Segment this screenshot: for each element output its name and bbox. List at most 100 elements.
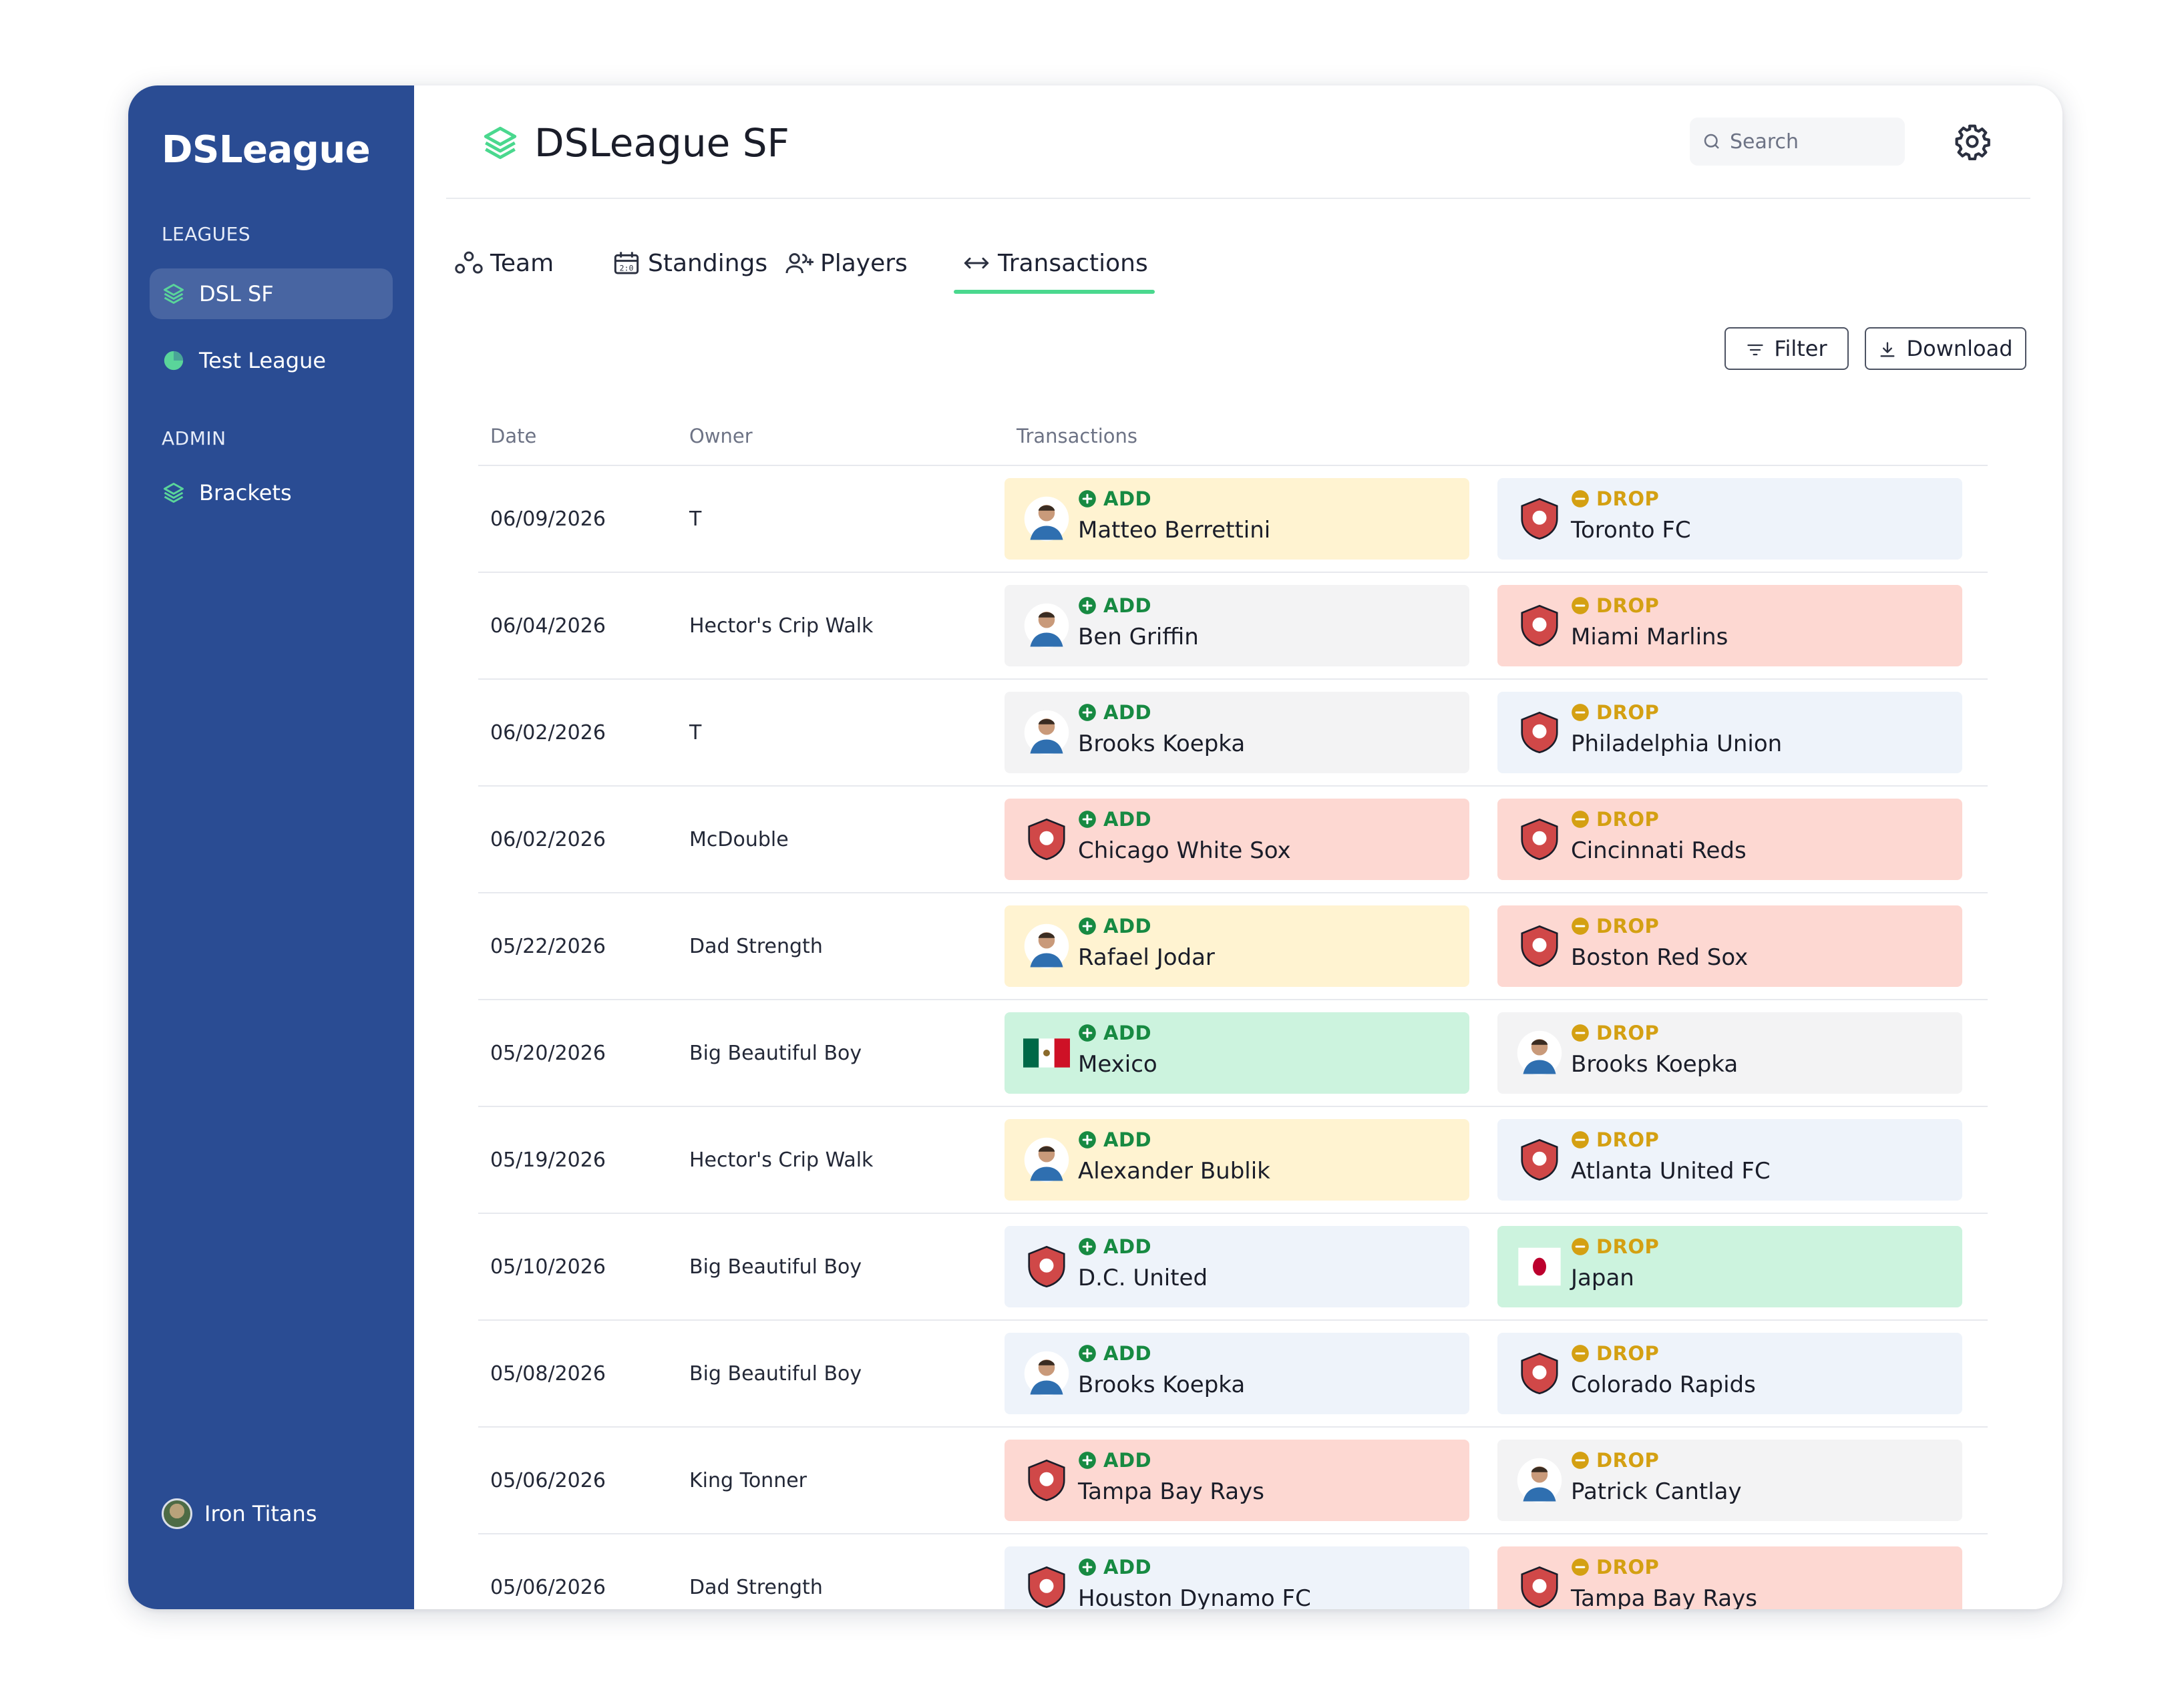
table-row[interactable]: 05/06/2026 Dad Strength ADD Houston Dyna… [478, 1533, 1988, 1609]
download-icon [1878, 339, 1897, 358]
table-row[interactable]: 05/20/2026 Big Beautiful Boy ADD Mexico … [478, 999, 1988, 1107]
minus-circle-icon [1571, 596, 1590, 615]
minus-circle-icon [1571, 1558, 1590, 1576]
table-row[interactable]: 05/06/2026 King Tonner ADD Tampa Bay Ray… [478, 1426, 1988, 1534]
transaction-type-label: DROP [1596, 1022, 1660, 1044]
table-row[interactable]: 06/09/2026 T ADD Matteo Berrettini DROP … [478, 465, 1988, 573]
layers-icon [160, 479, 187, 506]
transaction-player-name: Toronto FC [1571, 517, 1691, 544]
transaction-type-label: ADD [1103, 594, 1152, 617]
transaction-player-name: Cincinnati Reds [1571, 837, 1747, 864]
date-cell: 06/02/2026 [490, 721, 606, 745]
tab-transactions[interactable]: Transactions [954, 239, 1155, 294]
transaction-card-add[interactable]: ADD Alexander Bublik [1005, 1119, 1469, 1201]
transaction-card-drop[interactable]: DROP Toronto FC [1497, 478, 1962, 560]
table-row[interactable]: 06/02/2026 McDouble ADD Chicago White So… [478, 785, 1988, 893]
transaction-card-drop[interactable]: DROP Brooks Koepka [1497, 1012, 1962, 1094]
date-cell: 05/08/2026 [490, 1362, 606, 1386]
transaction-card-drop[interactable]: DROP Philadelphia Union [1497, 692, 1962, 773]
transaction-card-add[interactable]: ADD D.C. United [1005, 1226, 1469, 1307]
layers-icon [481, 124, 520, 162]
transaction-card-add[interactable]: ADD Brooks Koepka [1005, 692, 1469, 773]
transaction-type-label: DROP [1596, 701, 1660, 724]
minus-circle-icon [1571, 489, 1590, 508]
sidebar-item-brackets[interactable]: Brackets [150, 467, 393, 518]
transaction-player-name: Patrick Cantlay [1571, 1478, 1742, 1505]
column-header-owner[interactable]: Owner [689, 425, 753, 447]
transaction-type: ADD [1078, 915, 1151, 937]
table-row[interactable]: 05/08/2026 Big Beautiful Boy ADD Brooks … [478, 1319, 1988, 1428]
sidebar-item-test-league[interactable]: Test League [150, 335, 393, 386]
transaction-player-name: Colorado Rapids [1571, 1372, 1756, 1398]
download-button[interactable]: Download [1865, 327, 2026, 370]
transaction-type-label: ADD [1103, 1342, 1152, 1365]
tab-label: Team [490, 249, 554, 277]
transaction-type: DROP [1571, 1342, 1659, 1365]
player-avatar [1023, 709, 1070, 756]
transaction-type: DROP [1571, 808, 1659, 831]
user-menu[interactable]: Iron Titans [162, 1498, 317, 1529]
transaction-type: ADD [1078, 1022, 1151, 1044]
transaction-card-drop[interactable]: DROP Tampa Bay Rays [1497, 1546, 1962, 1609]
table-row[interactable]: 05/19/2026 Hector's Crip Walk ADD Alexan… [478, 1106, 1988, 1214]
main-content: DSLeague SF Search Team [414, 85, 2062, 1609]
transaction-player-name: D.C. United [1078, 1265, 1208, 1291]
search-placeholder: Search [1730, 130, 1799, 154]
transaction-card-drop[interactable]: DROP Atlanta United FC [1497, 1119, 1962, 1201]
team-logo [1516, 923, 1563, 970]
tab-standings[interactable]: 2:0 Standings [612, 239, 767, 287]
transaction-type: DROP [1571, 701, 1659, 724]
player-avatar [1516, 1030, 1563, 1076]
transaction-card-drop[interactable]: DROP Patrick Cantlay [1497, 1440, 1962, 1521]
table-row[interactable]: 06/04/2026 Hector's Crip Walk ADD Ben Gr… [478, 572, 1988, 680]
transaction-card-drop[interactable]: DROP Japan [1497, 1226, 1962, 1307]
transaction-card-drop[interactable]: DROP Colorado Rapids [1497, 1333, 1962, 1414]
team-logo [1516, 1350, 1563, 1397]
plus-circle-icon [1078, 703, 1097, 722]
gear-icon[interactable] [1954, 123, 1991, 161]
transaction-card-add[interactable]: ADD Tampa Bay Rays [1005, 1440, 1469, 1521]
minus-circle-icon [1571, 1024, 1590, 1042]
sidebar-item-dsl-sf[interactable]: DSL SF [150, 268, 393, 319]
owner-cell: McDouble [689, 828, 789, 851]
transaction-type-label: ADD [1103, 701, 1152, 724]
transaction-type-label: ADD [1103, 487, 1152, 510]
transaction-card-add[interactable]: ADD Brooks Koepka [1005, 1333, 1469, 1414]
transaction-player-name: Ben Griffin [1078, 624, 1199, 650]
transaction-card-add[interactable]: ADD Chicago White Sox [1005, 799, 1469, 880]
brand-logo[interactable]: DSLeague [162, 128, 371, 172]
transaction-type-label: ADD [1103, 1235, 1152, 1258]
transaction-type: ADD [1078, 808, 1151, 831]
player-avatar [1516, 1457, 1563, 1504]
team-logo [1023, 1243, 1070, 1290]
column-header-date[interactable]: Date [490, 425, 537, 447]
transaction-card-add[interactable]: ADD Ben Griffin [1005, 585, 1469, 666]
transaction-card-add[interactable]: ADD Matteo Berrettini [1005, 478, 1469, 560]
pie-chart-icon [160, 347, 187, 374]
team-logo [1516, 602, 1563, 649]
filter-button[interactable]: Filter [1724, 327, 1849, 370]
table-row[interactable]: 05/10/2026 Big Beautiful Boy ADD D.C. Un… [478, 1213, 1988, 1321]
transaction-card-add[interactable]: ADD Houston Dynamo FC [1005, 1546, 1469, 1609]
transaction-type-label: ADD [1103, 1556, 1152, 1578]
search-input[interactable]: Search [1690, 118, 1905, 166]
transaction-card-add[interactable]: ADD Mexico [1005, 1012, 1469, 1094]
date-cell: 05/22/2026 [490, 935, 606, 958]
transaction-card-add[interactable]: ADD Rafael Jodar [1005, 905, 1469, 987]
transaction-type-label: ADD [1103, 1022, 1152, 1044]
column-header-transactions[interactable]: Transactions [1017, 425, 1138, 447]
date-cell: 05/06/2026 [490, 1576, 606, 1599]
transaction-card-drop[interactable]: DROP Miami Marlins [1497, 585, 1962, 666]
owner-cell: Dad Strength [689, 935, 823, 958]
table-row[interactable]: 05/22/2026 Dad Strength ADD Rafael Jodar… [478, 892, 1988, 1000]
transaction-type: DROP [1571, 1235, 1659, 1258]
team-logo [1023, 1564, 1070, 1609]
transaction-card-drop[interactable]: DROP Boston Red Sox [1497, 905, 1962, 987]
team-logo [1516, 816, 1563, 863]
transaction-card-drop[interactable]: DROP Cincinnati Reds [1497, 799, 1962, 880]
transaction-type-label: DROP [1596, 1556, 1660, 1578]
table-row[interactable]: 06/02/2026 T ADD Brooks Koepka DROP Phil… [478, 678, 1988, 787]
tab-team[interactable]: Team [454, 239, 554, 287]
transaction-player-name: Houston Dynamo FC [1078, 1585, 1311, 1609]
tab-players[interactable]: Players [784, 239, 908, 287]
